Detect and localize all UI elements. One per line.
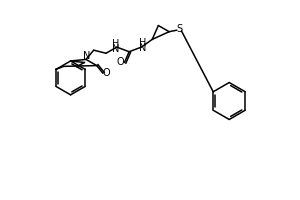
Text: O: O — [116, 57, 124, 67]
Text: N: N — [83, 51, 90, 61]
Text: O: O — [103, 68, 111, 78]
Text: N: N — [139, 43, 147, 53]
Text: H: H — [112, 39, 119, 49]
Text: H: H — [139, 38, 147, 48]
Text: S: S — [177, 24, 183, 34]
Text: N: N — [112, 44, 119, 54]
